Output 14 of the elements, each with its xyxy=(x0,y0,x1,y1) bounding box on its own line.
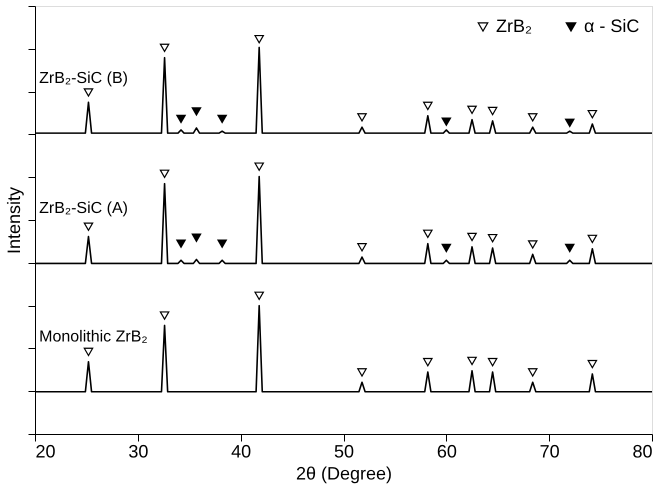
x-tick-label: 40 xyxy=(231,442,252,462)
x-tick-label: 20 xyxy=(36,442,56,462)
legend-label: ZrB₂ xyxy=(496,16,532,36)
y-axis-title: Intensity xyxy=(4,186,24,254)
x-tick-label: 30 xyxy=(128,442,148,462)
series-label: ZrB₂-SiC (A) xyxy=(39,200,128,218)
x-axis-title: 2θ (Degree) xyxy=(296,464,392,484)
x-tick-label: 60 xyxy=(436,442,457,462)
series-label: ZrB₂-SiC (B) xyxy=(39,70,128,87)
legend-label: α - SiC xyxy=(584,16,640,36)
series-label: Monolithic ZrB₂ xyxy=(39,328,148,346)
x-tick-label: 50 xyxy=(334,442,354,462)
x-tick-label: 80 xyxy=(632,442,652,462)
x-tick-label: 70 xyxy=(540,442,560,462)
